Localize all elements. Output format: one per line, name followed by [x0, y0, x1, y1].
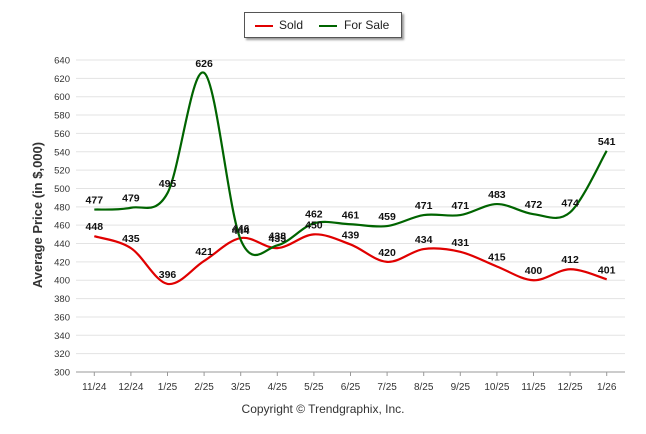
data-label-for-sale: 471 — [452, 200, 470, 212]
legend: Sold For Sale — [244, 12, 402, 38]
y-tick-label: 500 — [54, 184, 70, 195]
data-label-sold: 435 — [269, 233, 287, 245]
data-label-sold: 412 — [561, 254, 579, 266]
data-label-for-sale: 438 — [269, 230, 287, 242]
y-tick-label: 440 — [54, 239, 70, 250]
data-label-sold: 415 — [488, 251, 506, 263]
series-line-for-sale — [94, 71, 608, 256]
x-tick-label: 9/25 — [451, 382, 471, 393]
y-tick-label: 460 — [54, 221, 70, 232]
grid — [76, 59, 625, 373]
data-label-sold: 396 — [159, 269, 177, 281]
data-label-sold: 448 — [86, 221, 104, 233]
legend-for-sale-swatch — [319, 25, 337, 27]
x-tick-label: 5/25 — [304, 382, 324, 393]
x-tick-label: 2/25 — [194, 382, 214, 393]
x-tick-label: 12/24 — [118, 382, 143, 393]
data-label-sold: 400 — [525, 265, 543, 277]
y-tick-label: 620 — [54, 74, 70, 85]
x-tick-label: 7/25 — [377, 382, 397, 393]
legend-sold-label: Sold — [279, 18, 304, 32]
x-tick-label: 11/24 — [82, 382, 107, 393]
x-tick-label: 1/25 — [158, 382, 178, 393]
x-tick-label: 8/25 — [414, 382, 434, 393]
data-label-sold: 435 — [122, 233, 140, 245]
data-label-for-sale: 495 — [159, 178, 177, 190]
data-label-sold: 434 — [415, 234, 433, 246]
y-tick-label: 640 — [54, 56, 70, 67]
y-tick-label: 560 — [54, 129, 70, 140]
series-lines — [93, 71, 608, 286]
data-label-for-sale: 477 — [86, 195, 104, 207]
data-label-for-sale: 626 — [195, 58, 213, 70]
data-label-for-sale: 459 — [378, 211, 396, 223]
data-label-for-sale: 471 — [415, 200, 433, 212]
x-axis-ticks: 11/24 12/24 1/25 2/25 3/25 4/25 5/25 6/25 7/25 8/… — [76, 371, 625, 393]
data-labels: 448 435 396 421 446 435 450 439 420 434 431 415 400 4… — [86, 58, 616, 281]
data-label-for-sale: 462 — [305, 208, 323, 220]
y-tick-label: 380 — [54, 294, 70, 305]
data-label-sold: 401 — [598, 264, 616, 276]
legend-sold-swatch — [255, 25, 273, 27]
x-tick-label: 10/25 — [484, 382, 509, 393]
y-tick-label: 580 — [54, 111, 70, 122]
x-tick-label: 12/25 — [558, 382, 583, 393]
y-axis-label: Average Price (in $,000) — [30, 142, 45, 288]
copyright-credit: Copyright © Trendgraphix, Inc. — [241, 402, 405, 416]
data-label-sold: 420 — [378, 247, 396, 259]
y-tick-label: 520 — [54, 166, 70, 177]
legend-for-sale-label: For Sale — [344, 18, 390, 32]
y-tick-label: 600 — [54, 92, 70, 103]
y-tick-label: 400 — [54, 276, 70, 287]
data-label-for-sale: 472 — [525, 199, 543, 211]
x-tick-label: 4/25 — [268, 382, 288, 393]
y-tick-label: 420 — [54, 257, 70, 268]
data-label-for-sale: 541 — [598, 136, 616, 148]
y-tick-label: 300 — [54, 368, 70, 379]
y-tick-label: 340 — [54, 331, 70, 342]
data-label-sold: 450 — [305, 219, 323, 231]
series-line-sold — [93, 233, 608, 286]
data-label-for-sale: 483 — [488, 189, 506, 201]
data-label-for-sale: 474 — [561, 197, 579, 209]
data-label-for-sale: 444 — [232, 225, 250, 237]
x-tick-label: 1/26 — [597, 382, 617, 393]
y-tick-label: 540 — [54, 147, 70, 158]
x-tick-label: 6/25 — [341, 382, 361, 393]
x-tick-label: 11/25 — [521, 382, 546, 393]
y-axis-ticks: 300 320 340 360 380 400 420 440 460 480 500 520 540 5… — [54, 56, 70, 379]
y-tick-label: 480 — [54, 202, 70, 213]
data-label-sold: 421 — [195, 246, 213, 258]
data-label-sold: 446 — [232, 223, 250, 235]
data-label-for-sale: 479 — [122, 193, 140, 205]
data-label-sold: 439 — [342, 229, 360, 241]
y-tick-label: 320 — [54, 349, 70, 360]
x-tick-label: 3/25 — [231, 382, 251, 393]
data-label-for-sale: 461 — [342, 209, 360, 221]
data-label-sold: 431 — [452, 237, 470, 249]
y-tick-label: 360 — [54, 312, 70, 323]
